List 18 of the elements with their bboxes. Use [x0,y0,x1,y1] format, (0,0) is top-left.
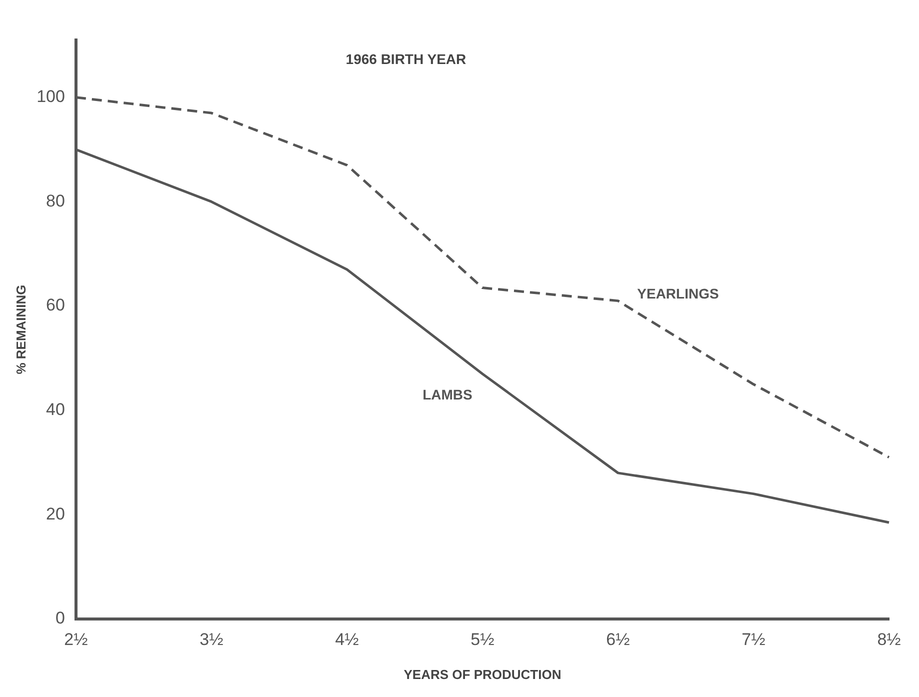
y-tick-label: 80 [46,191,65,210]
x-tick-label: 2½ [64,630,88,649]
y-tick-label: 0 [55,608,65,628]
x-axis-title: YEARS OF PRODUCTION [404,666,562,682]
x-tick-label: 6½ [606,630,630,649]
x-tick-label: 4½ [335,630,359,649]
x-tick-label: 8½ [877,630,901,649]
x-tick-label: 7½ [742,630,766,649]
y-tick-label: 20 [46,504,65,524]
y-tick-label: 100 [36,87,65,106]
y-axis-title: % REMAINING [13,284,28,374]
x-tick-label: 5½ [470,630,494,649]
x-tick-label: 3½ [200,630,224,649]
y-tick-label: 60 [46,296,65,315]
y-tick-label: 40 [46,400,65,420]
series-label: LAMBS [422,386,472,403]
text: 1966 BIRTH YEAR [346,50,466,67]
series-label: YEARLINGS [637,286,719,302]
